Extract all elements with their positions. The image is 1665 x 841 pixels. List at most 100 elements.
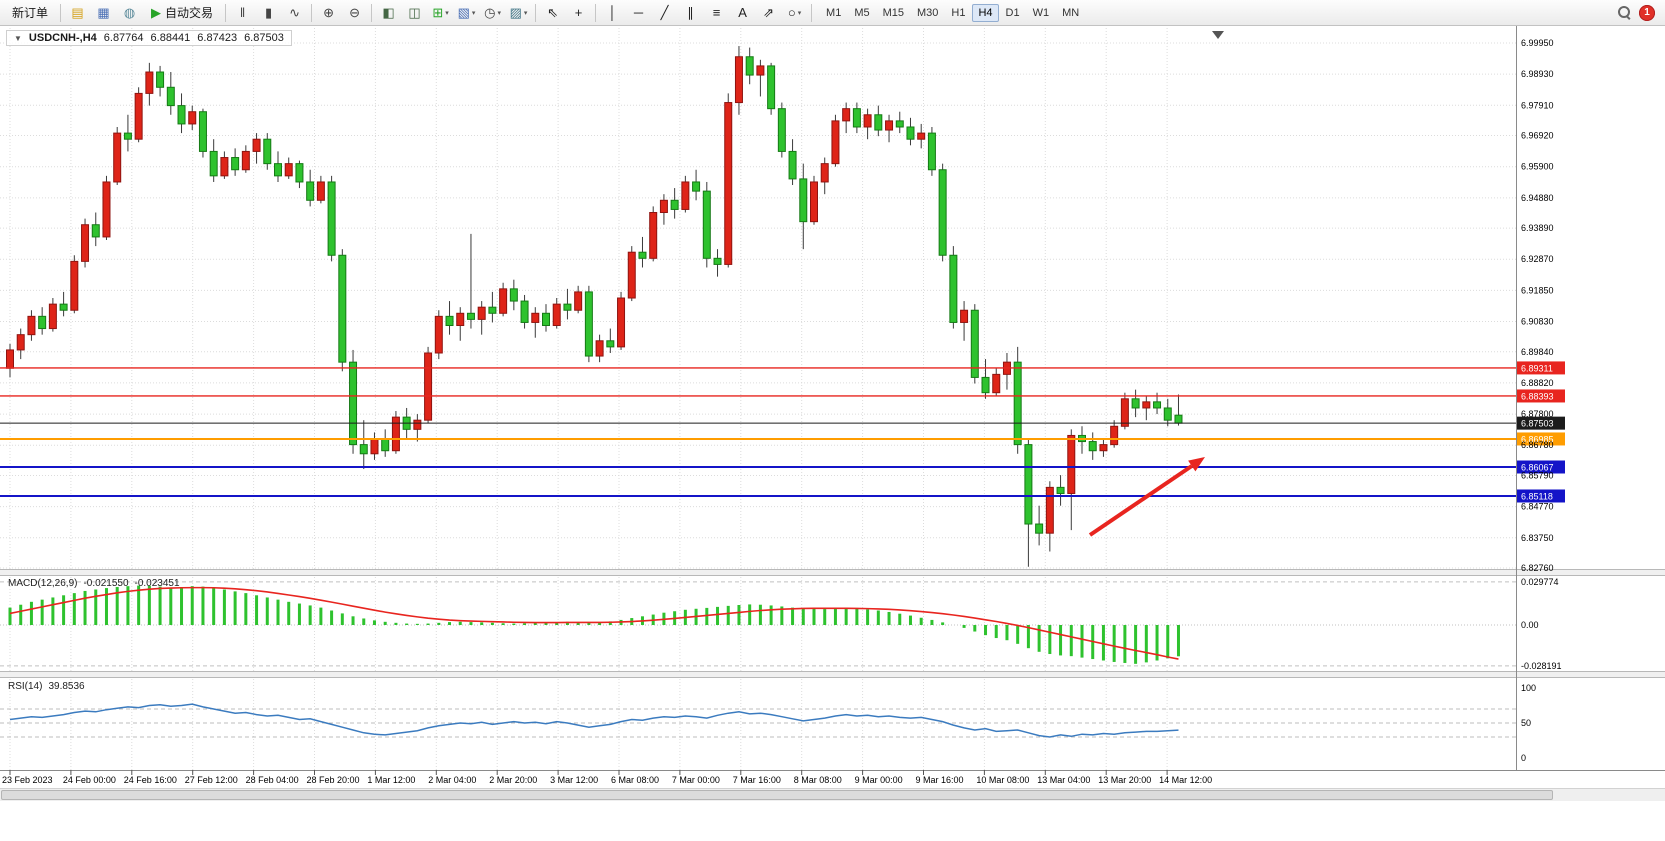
chart-canvas[interactable]: 6.89311 6.88393 6.87503 6.86985 6.86067 6.851… xyxy=(0,26,1665,788)
cursor-icon[interactable]: ⇖ xyxy=(540,2,565,24)
templates-icon-dropdown[interactable]: ▾ xyxy=(523,9,528,17)
search-icon[interactable] xyxy=(1618,6,1631,19)
bull-candle xyxy=(391,416,400,452)
arrow-marker-icon: ⇗ xyxy=(763,5,774,20)
bull-candle xyxy=(756,65,765,76)
timeframe-mn-button[interactable]: MN xyxy=(1062,6,1080,19)
new-chart-icon[interactable]: ⊞ ▾ xyxy=(428,2,453,24)
time-axis-label: 2 Mar 04:00 xyxy=(428,775,476,785)
bear-candle xyxy=(231,157,240,171)
macd-histogram-bar xyxy=(383,621,387,625)
panel-separator[interactable] xyxy=(0,569,1665,576)
macd-signal-value: -0.023451 xyxy=(134,578,180,589)
macd-scale-label: 0.00 xyxy=(1521,620,1539,630)
period-icon-dropdown[interactable]: ▾ xyxy=(497,9,501,17)
timeframe-m30-button[interactable]: M30 xyxy=(917,6,939,19)
macd-scale-label: -0.028191 xyxy=(1521,661,1562,671)
trend-arrow-head[interactable] xyxy=(1188,457,1205,472)
macd-label: MACD(12,26,9) -0.021550 -0.023451 xyxy=(8,578,180,589)
macd-histogram-bar xyxy=(201,586,205,625)
trend-arrow-line[interactable] xyxy=(1088,464,1193,537)
fibonacci-icon: ≡ xyxy=(712,5,721,20)
support-line-orange-label: 6.86985 xyxy=(1521,434,1554,444)
macd-histogram-bar xyxy=(340,613,344,625)
navigator-icon[interactable]: ◍ xyxy=(117,2,142,24)
timeframe-m5-button[interactable]: M5 xyxy=(854,6,870,19)
macd-histogram-bar xyxy=(716,606,720,625)
price-axis-label: 6.88820 xyxy=(1521,378,1554,388)
bear-candle xyxy=(584,291,593,357)
macd-histogram-bar xyxy=(1005,625,1009,641)
macd-histogram-bar xyxy=(876,610,880,625)
macd-histogram-bar xyxy=(866,609,870,625)
timeframe-w1-button[interactable]: W1 xyxy=(1032,6,1050,19)
time-axis-label: 7 Mar 00:00 xyxy=(672,775,720,785)
macd-histogram-bar xyxy=(480,622,484,625)
scrollbar-thumb[interactable] xyxy=(1,790,1553,800)
shapes-icon-dropdown[interactable]: ▾ xyxy=(797,9,802,17)
bear-candle xyxy=(777,108,786,152)
macd-histogram-bar xyxy=(448,622,452,625)
crosshair-icon[interactable]: + xyxy=(566,2,591,24)
candlestick-chart-icon[interactable]: ▮ xyxy=(256,2,281,24)
macd-scale-label: 0.029774 xyxy=(1521,577,1559,587)
bull-candle xyxy=(6,349,14,369)
price-axis-label: 6.82760 xyxy=(1521,563,1554,573)
panel-separator[interactable] xyxy=(0,671,1665,678)
horizontal-line-icon[interactable]: ─ xyxy=(626,2,651,24)
price-axis-label: 6.83750 xyxy=(1521,533,1554,543)
one-click-trading-toggle[interactable]: ▼ xyxy=(14,33,22,43)
bull-candle xyxy=(863,114,872,128)
vertical-line-icon[interactable]: │ xyxy=(600,2,625,24)
chart-grid xyxy=(0,28,1516,770)
bear-candle xyxy=(466,312,475,320)
timeframe-d1-button[interactable]: D1 xyxy=(1005,6,1020,19)
timeframe-m15-button[interactable]: M15 xyxy=(882,6,904,19)
timeframe-h4-button[interactable]: H4 xyxy=(972,3,999,22)
shapes-icon[interactable]: ○ ▾ xyxy=(782,2,807,24)
templates-icon[interactable]: ▨ ▾ xyxy=(506,2,531,24)
toolbar-separator xyxy=(371,3,373,22)
profiles-icon-dropdown[interactable]: ▾ xyxy=(471,9,476,17)
trendline-icon[interactable]: ╱ xyxy=(652,2,677,24)
horizontal-scrollbar[interactable] xyxy=(0,788,1665,801)
bear-candle xyxy=(177,105,186,125)
chart-shift-marker[interactable] xyxy=(1212,31,1224,39)
market-watch-icon[interactable]: ▤ xyxy=(65,2,90,24)
data-window-icon[interactable]: ▦ xyxy=(91,2,116,24)
profiles-icon[interactable]: ▧ ▾ xyxy=(454,2,479,24)
macd-histogram-bar xyxy=(40,599,44,625)
price-axis-label: 6.95900 xyxy=(1521,162,1554,172)
bar-chart-icon[interactable]: ‖ xyxy=(230,2,255,24)
resistance-line-1-label-box xyxy=(1517,361,1565,375)
line-chart-icon[interactable]: ∿ xyxy=(282,2,307,24)
bear-candle xyxy=(702,190,711,259)
bull-candle xyxy=(531,312,540,323)
macd-histogram-bar xyxy=(533,622,537,625)
macd-histogram-bar xyxy=(1037,625,1041,652)
timeframe-h1-button[interactable]: H1 xyxy=(951,6,966,19)
equidistant-channel-icon[interactable]: ∥ xyxy=(678,2,703,24)
arrange-windows-icon[interactable]: ◧ xyxy=(376,2,401,24)
tile-windows-icon[interactable]: ◫ xyxy=(402,2,427,24)
notification-badge[interactable]: 1 xyxy=(1639,4,1655,21)
zoom-out-icon[interactable]: ⊖ xyxy=(342,2,367,24)
arrow-marker-icon[interactable]: ⇗ xyxy=(756,2,781,24)
line-chart-icon: ∿ xyxy=(289,5,300,20)
bull-candle xyxy=(595,340,604,357)
timeframe-m1-button[interactable]: M1 xyxy=(826,6,842,19)
new-chart-icon-dropdown[interactable]: ▾ xyxy=(445,9,449,17)
bear-candle xyxy=(874,114,883,131)
fibonacci-icon[interactable]: ≡ xyxy=(704,2,729,24)
auto-trading-button[interactable]: ▶ 自动交易 xyxy=(143,2,221,24)
price-lines: 6.89311 6.88393 6.87503 6.86985 6.86067 6.851… xyxy=(0,361,1565,503)
zoom-in-icon[interactable]: ⊕ xyxy=(316,2,341,24)
text-icon[interactable]: A xyxy=(730,2,755,24)
chart-window[interactable]: 6.89311 6.88393 6.87503 6.86985 6.86067 6.851… xyxy=(0,26,1665,788)
period-icon[interactable]: ◷ ▾ xyxy=(480,2,505,24)
price-axis-label: 6.86780 xyxy=(1521,440,1554,450)
price-axis-label: 6.98930 xyxy=(1521,69,1554,79)
new-order-button[interactable]: 新订单 xyxy=(4,2,56,24)
bear-candle xyxy=(91,224,100,238)
